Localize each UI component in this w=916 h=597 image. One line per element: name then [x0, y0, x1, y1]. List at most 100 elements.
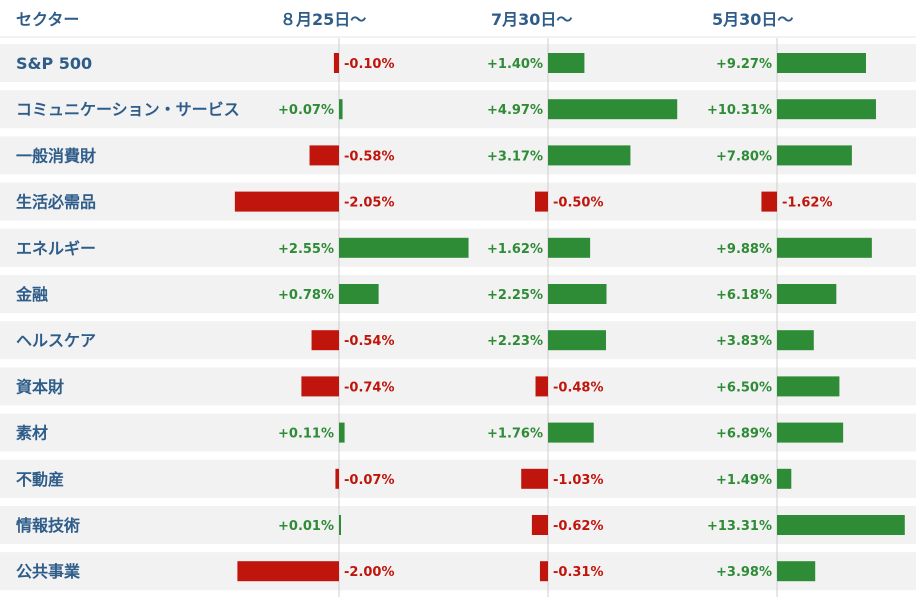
bar: [339, 99, 343, 120]
bar: [777, 99, 876, 120]
row-band: [0, 90, 916, 129]
data-label: +1.40%: [487, 57, 543, 72]
bar: [237, 561, 339, 582]
bar: [339, 422, 345, 443]
bar: [777, 561, 816, 582]
bar: [761, 191, 777, 212]
sector-label: 資本財: [16, 377, 64, 396]
sector-label: 一般消費財: [16, 146, 96, 165]
sector-label: ヘルスケア: [16, 331, 96, 350]
sector-label: 生活必需品: [16, 193, 96, 212]
data-label: +6.18%: [716, 288, 772, 303]
sector-label: エネルギー: [16, 239, 96, 258]
bar: [777, 145, 852, 166]
bar: [309, 145, 339, 166]
bar: [333, 53, 339, 73]
bar: [539, 561, 548, 582]
data-label: -0.74%: [344, 380, 395, 395]
bar: [339, 237, 469, 258]
bar: [777, 284, 837, 304]
data-label: -0.10%: [344, 57, 395, 72]
data-label: +3.98%: [716, 565, 772, 580]
sector-label: S&P 500: [16, 54, 92, 73]
bar: [339, 284, 379, 304]
data-label: -1.62%: [782, 196, 833, 211]
data-label: +2.23%: [487, 334, 543, 349]
data-label: -2.05%: [344, 196, 395, 211]
sector-label: 金融: [15, 285, 48, 304]
bar: [548, 284, 607, 304]
bar: [777, 330, 814, 351]
bar: [777, 237, 872, 258]
data-label: -0.07%: [344, 473, 395, 488]
header-period-1: 7月30日〜: [491, 10, 573, 29]
row-band: [0, 136, 916, 175]
bar: [335, 468, 339, 489]
bar: [548, 53, 585, 73]
bar: [548, 145, 631, 166]
row-band: [0, 182, 916, 221]
data-label: +9.88%: [716, 242, 772, 257]
row-band: [0, 321, 916, 360]
data-label: +3.83%: [716, 334, 772, 349]
data-label: +6.50%: [716, 380, 772, 395]
bar: [521, 468, 548, 489]
data-label: +9.27%: [716, 57, 772, 72]
data-label: -0.31%: [553, 565, 604, 580]
bar: [777, 376, 840, 397]
bar: [311, 330, 339, 351]
data-label: +2.25%: [487, 288, 543, 303]
bar: [777, 53, 866, 73]
header-period-2: 5月30日〜: [712, 10, 794, 29]
data-label: +3.17%: [487, 149, 543, 164]
row-band: [0, 275, 916, 313]
data-label: -0.62%: [553, 519, 604, 534]
data-label: +1.76%: [487, 427, 543, 442]
data-label: -0.48%: [553, 380, 604, 395]
bar: [535, 376, 548, 397]
sector-label: コミュニケーション・サービス: [16, 100, 240, 119]
data-label: +0.01%: [278, 519, 334, 534]
sector-label: 情報技術: [16, 516, 80, 535]
bar: [234, 191, 339, 212]
bar: [548, 99, 678, 120]
bar: [548, 422, 594, 443]
data-label: +4.97%: [487, 103, 543, 118]
row-band: [0, 44, 916, 82]
data-label: +0.11%: [278, 427, 334, 442]
row-band: [0, 413, 916, 452]
data-label: +2.55%: [278, 242, 334, 257]
data-label: +0.07%: [278, 103, 334, 118]
data-label: -0.50%: [553, 196, 604, 211]
sector-label: 公共事業: [16, 562, 81, 581]
bar: [535, 191, 548, 212]
header-period-0: ８月25日〜: [280, 10, 367, 29]
data-label: +13.31%: [707, 519, 772, 534]
bar: [777, 468, 792, 489]
data-label: -1.03%: [553, 473, 604, 488]
row-band: [0, 459, 916, 498]
data-label: +1.62%: [487, 242, 543, 257]
data-label: -2.00%: [344, 565, 395, 580]
sector-label: 不動産: [16, 470, 64, 489]
row-band: [0, 552, 916, 591]
data-label: -0.58%: [344, 149, 395, 164]
bar: [548, 330, 606, 351]
header-sector-label: セクター: [16, 10, 80, 29]
row-band: [0, 367, 916, 406]
data-label: +0.78%: [278, 288, 334, 303]
bar: [301, 376, 339, 397]
bar: [339, 515, 341, 535]
data-label: +1.49%: [716, 473, 772, 488]
bar: [548, 237, 591, 258]
data-label: +6.89%: [716, 427, 772, 442]
bar: [777, 422, 844, 443]
bar: [531, 515, 548, 535]
data-label: -0.54%: [344, 334, 395, 349]
sector-label: 素材: [16, 424, 48, 443]
data-label: +10.31%: [707, 103, 772, 118]
data-label: +7.80%: [716, 149, 772, 164]
bar: [777, 515, 905, 535]
row-band: [0, 506, 916, 544]
